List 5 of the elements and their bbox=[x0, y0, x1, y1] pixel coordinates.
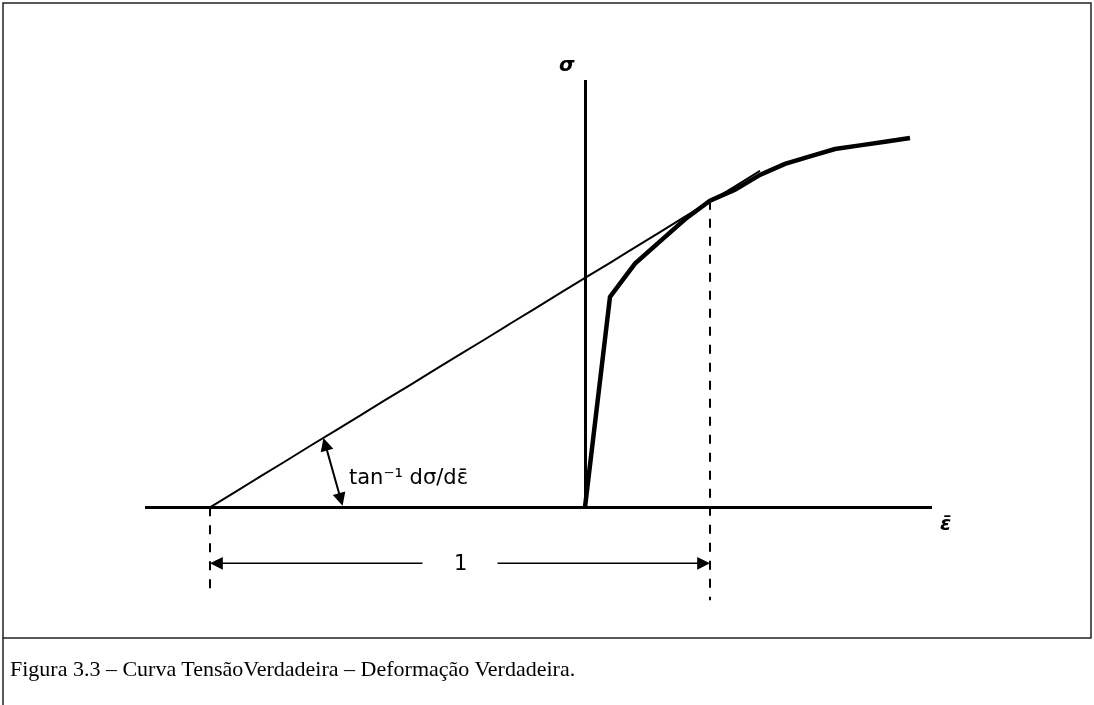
text: Figura 3.3 – Curva TensãoVerdadeira – Deformação Verdadeira. bbox=[10, 656, 576, 681]
text: 1 bbox=[454, 551, 468, 575]
y-axis-title: σ bbox=[559, 52, 575, 76]
annotation: tan⁻¹ dσ/dε̄ bbox=[349, 465, 468, 489]
x-axis-title: ε̄ bbox=[940, 511, 952, 535]
